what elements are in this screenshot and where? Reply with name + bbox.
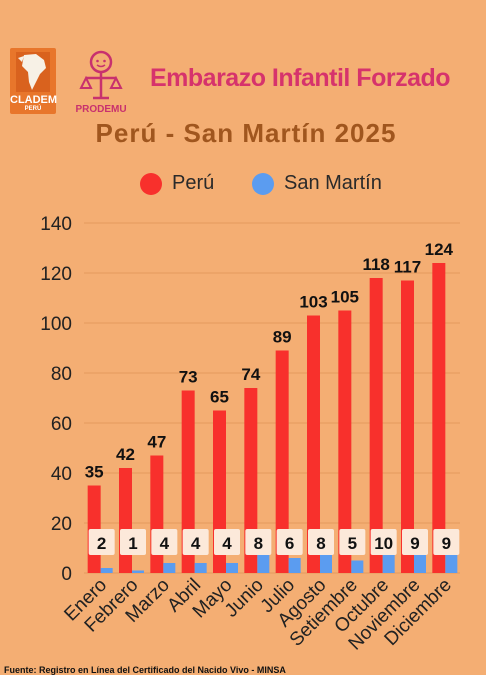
data-label-box <box>339 529 366 555</box>
data-label-peru: 65 <box>210 388 229 407</box>
bar-san-martin <box>320 553 332 573</box>
cladem-logo: CLADEM PERÚ <box>10 48 58 114</box>
data-label-box <box>88 529 115 555</box>
data-label-san-martin: 4 <box>191 534 201 553</box>
data-label-peru: 74 <box>241 365 260 384</box>
legend-label-san-martin: San Martín <box>284 172 382 194</box>
data-label-box <box>276 529 303 555</box>
bar-peru <box>119 468 132 573</box>
data-label-peru: 105 <box>331 288 359 307</box>
bar-san-martin <box>414 550 426 573</box>
y-tick-label: 80 <box>51 364 72 385</box>
data-label-box <box>120 529 146 555</box>
south-america-map-icon <box>16 52 50 92</box>
data-label-san-martin: 8 <box>316 534 325 553</box>
data-label-box <box>151 529 178 555</box>
y-tick-label: 100 <box>40 314 72 335</box>
bar-peru <box>338 310 352 573</box>
bar-peru <box>275 350 289 573</box>
legend-item-peru: Perú <box>140 172 214 195</box>
data-label-san-martin: 1 <box>128 534 137 553</box>
bar-peru <box>401 280 414 573</box>
data-label-peru: 35 <box>85 463 104 482</box>
source-footnote: Fuente: Registro en Línea del Certificad… <box>4 665 286 675</box>
data-label-box <box>245 529 272 555</box>
data-label-peru: 47 <box>147 433 166 452</box>
data-label-box <box>308 529 334 555</box>
data-label-san-martin: 2 <box>97 534 106 553</box>
cladem-logo-text: CLADEM <box>10 94 58 106</box>
bar-san-martin <box>132 570 144 573</box>
bar-san-martin <box>445 550 458 573</box>
y-tick-label: 20 <box>51 514 72 535</box>
data-label-san-martin: 9 <box>410 534 419 553</box>
y-tick-label: 0 <box>61 564 72 585</box>
prodemu-logo-text: PRODEMU <box>75 104 127 115</box>
chart-subtitle: Perú - San Martín 2025 <box>95 118 397 148</box>
data-label-san-martin: 9 <box>442 534 451 553</box>
data-label-box <box>370 529 397 555</box>
bar-san-martin <box>351 560 364 573</box>
data-label-peru: 124 <box>425 240 454 259</box>
bar-san-martin <box>288 558 301 573</box>
data-label-san-martin: 4 <box>222 534 232 553</box>
data-label-san-martin: 8 <box>254 534 263 553</box>
prodemu-logo: PRODEMU <box>72 50 130 116</box>
data-label-san-martin: 5 <box>348 534 357 553</box>
scales-woman-icon <box>79 50 123 100</box>
legend-label-peru: Perú <box>172 172 215 194</box>
legend-item-san-martin: San Martín <box>252 172 382 195</box>
data-label-box <box>402 529 428 555</box>
data-label-san-martin: 6 <box>285 534 294 553</box>
data-label-box <box>433 529 460 555</box>
chart-legend: Perú San Martín <box>0 170 486 200</box>
bar-peru <box>150 455 164 573</box>
data-label-peru: 42 <box>116 445 135 464</box>
bar-peru <box>244 388 258 573</box>
data-label-san-martin: 4 <box>160 534 170 553</box>
cladem-logo-subtext: PERÚ <box>24 106 42 112</box>
bar-peru <box>181 390 195 573</box>
legend-swatch-peru <box>140 172 162 195</box>
data-label-peru: 118 <box>362 255 389 274</box>
data-label-peru: 73 <box>179 368 198 387</box>
page-title: Embarazo Infantil Forzado <box>150 64 451 92</box>
legend-swatch-san-martin <box>252 172 274 195</box>
y-tick-label: 120 <box>40 264 72 285</box>
y-tick-label: 40 <box>51 464 72 485</box>
data-label-box <box>182 529 209 555</box>
data-label-peru: 117 <box>394 258 421 277</box>
bar-san-martin <box>257 553 270 573</box>
data-label-box <box>214 529 240 555</box>
y-tick-label: 60 <box>51 414 72 435</box>
bar-peru <box>307 315 320 573</box>
bar-san-martin <box>100 568 113 573</box>
y-tick-label: 140 <box>40 214 72 235</box>
data-label-peru: 89 <box>273 328 292 347</box>
bar-san-martin <box>194 563 207 573</box>
data-label-peru: 103 <box>299 293 327 312</box>
bar-peru <box>432 263 446 573</box>
bar-peru <box>369 278 383 573</box>
bar-san-martin <box>163 563 176 573</box>
data-label-san-martin: 10 <box>374 534 393 553</box>
bar-san-martin <box>226 563 238 573</box>
